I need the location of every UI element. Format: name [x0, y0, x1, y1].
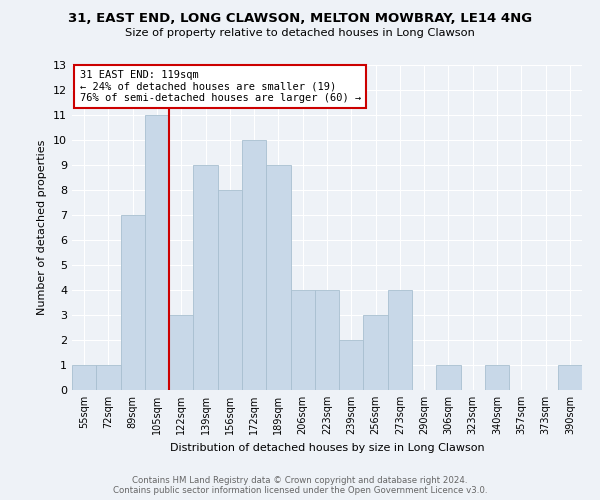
X-axis label: Distribution of detached houses by size in Long Clawson: Distribution of detached houses by size …: [170, 442, 484, 452]
Bar: [436, 365, 461, 390]
Bar: [339, 340, 364, 390]
Bar: [218, 190, 242, 390]
Bar: [242, 140, 266, 390]
Text: Size of property relative to detached houses in Long Clawson: Size of property relative to detached ho…: [125, 28, 475, 38]
Bar: [388, 290, 412, 390]
Bar: [290, 290, 315, 390]
Bar: [266, 165, 290, 390]
Text: Contains HM Land Registry data © Crown copyright and database right 2024.
Contai: Contains HM Land Registry data © Crown c…: [113, 476, 487, 495]
Bar: [121, 215, 145, 390]
Bar: [72, 365, 96, 390]
Bar: [364, 315, 388, 390]
Y-axis label: Number of detached properties: Number of detached properties: [37, 140, 47, 315]
Bar: [193, 165, 218, 390]
Bar: [558, 365, 582, 390]
Bar: [169, 315, 193, 390]
Bar: [485, 365, 509, 390]
Bar: [315, 290, 339, 390]
Bar: [145, 115, 169, 390]
Text: 31, EAST END, LONG CLAWSON, MELTON MOWBRAY, LE14 4NG: 31, EAST END, LONG CLAWSON, MELTON MOWBR…: [68, 12, 532, 26]
Text: 31 EAST END: 119sqm
← 24% of detached houses are smaller (19)
76% of semi-detach: 31 EAST END: 119sqm ← 24% of detached ho…: [80, 70, 361, 103]
Bar: [96, 365, 121, 390]
